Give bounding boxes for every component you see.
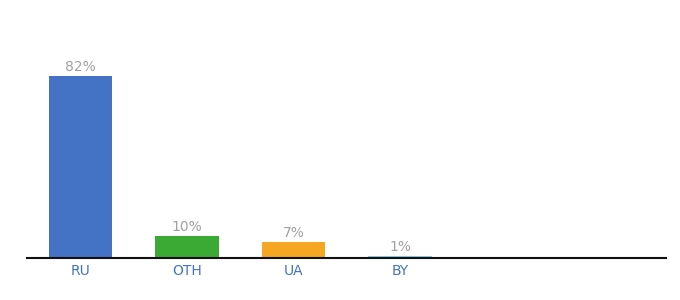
Bar xyxy=(155,236,219,258)
Text: 7%: 7% xyxy=(283,226,305,240)
Bar xyxy=(262,242,326,258)
Bar xyxy=(48,76,112,258)
Text: 82%: 82% xyxy=(65,60,96,74)
Text: 10%: 10% xyxy=(171,220,203,234)
Bar xyxy=(368,256,432,258)
Text: 1%: 1% xyxy=(389,240,411,254)
